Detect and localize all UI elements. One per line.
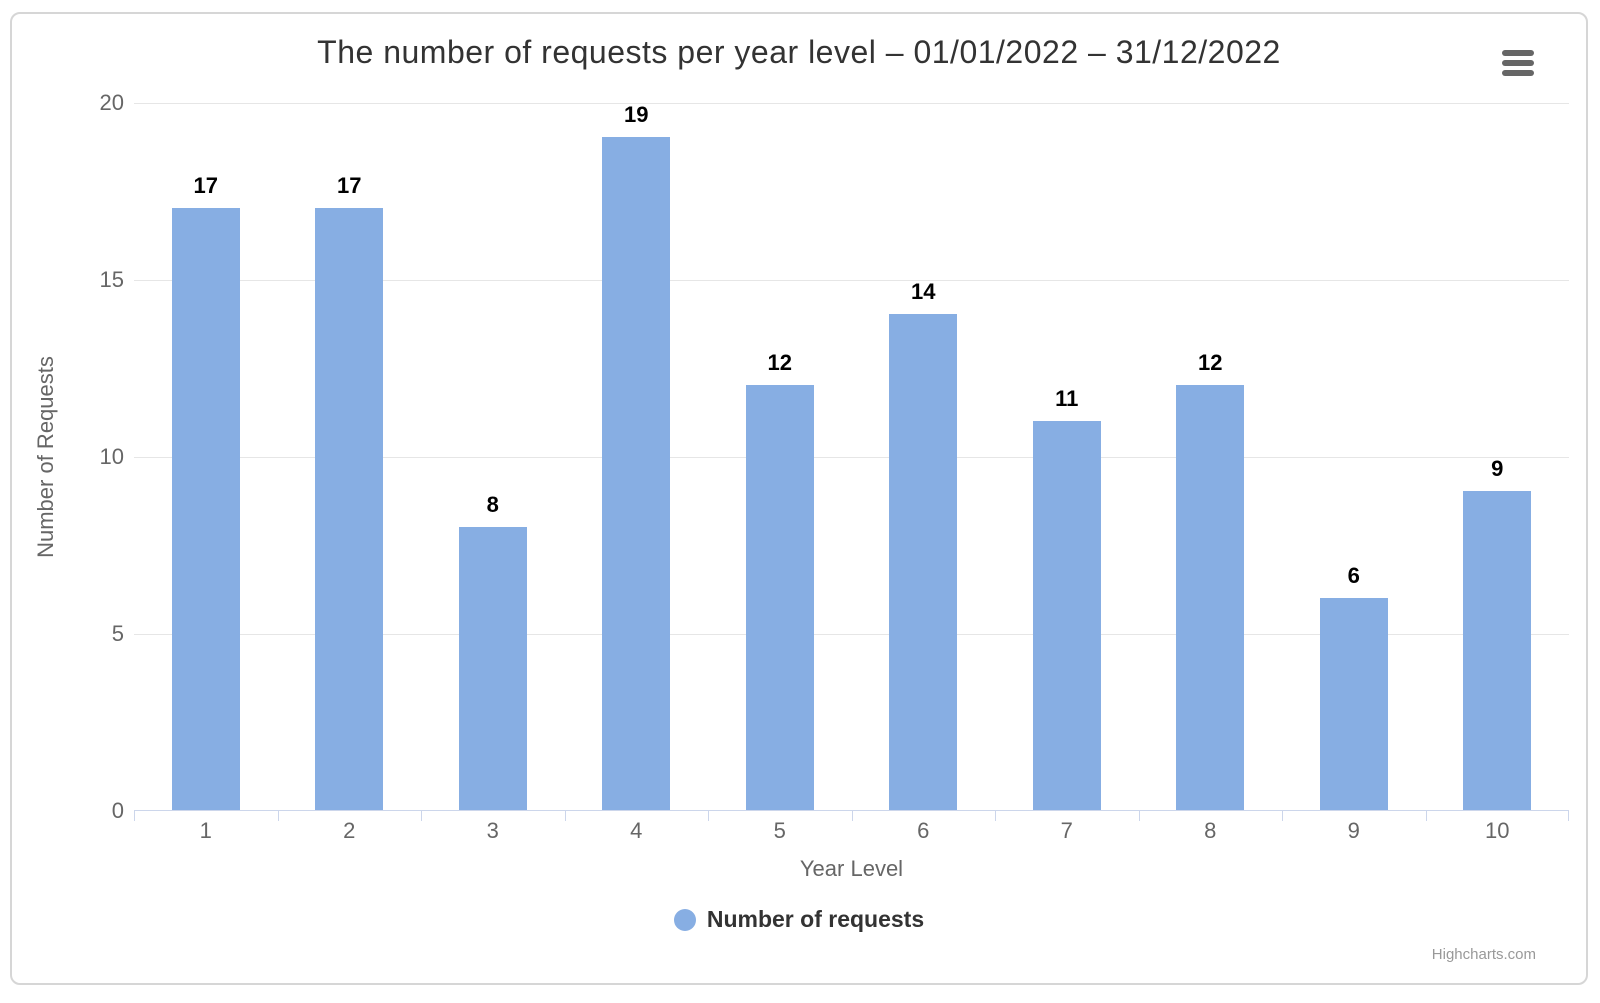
x-tick-mark [995,811,996,821]
plot-area: 17 17 8 19 12 14 11 12 6 9 [134,102,1569,821]
bar-data-label: 9 [1491,456,1504,481]
circle-marker-icon [673,908,696,931]
legend-item[interactable]: Number of requests [12,906,1586,933]
x-axis-title: Year Level [799,856,904,881]
bar[interactable] [1176,385,1245,810]
x-tick-mark [708,811,709,821]
bar[interactable] [1319,598,1388,810]
gridline [134,457,1569,458]
gridline [134,280,1569,281]
bar[interactable] [315,208,384,810]
x-tick-mark [134,811,135,821]
legend-label: Number of requests [706,906,925,932]
hamburger-icon [1502,50,1534,56]
x-tick-mark [565,811,566,821]
bar-data-label: 17 [337,173,362,198]
x-tick-mark [278,811,279,821]
y-tick-label: 5 [111,621,124,646]
x-tick-label: 5 [773,818,786,843]
gridline [134,103,1569,104]
bar-data-label: 6 [1347,563,1360,588]
credits-link[interactable]: Highcharts.com [1431,946,1536,963]
bar[interactable] [1463,491,1532,810]
y-tick-label: 10 [99,444,124,469]
bar[interactable] [458,527,527,810]
x-tick-label: 8 [1204,818,1217,843]
bar-data-label: 8 [486,492,499,517]
x-axis-line [134,810,1569,811]
x-tick-label: 3 [486,818,499,843]
bar-data-label: 11 [1055,386,1079,411]
bar[interactable] [1032,421,1101,810]
x-tick-label: 9 [1347,818,1360,843]
x-tick-mark [1426,811,1427,821]
bar[interactable] [745,385,814,810]
y-tick-label: 20 [99,90,124,115]
bar-data-label: 12 [767,350,792,375]
bar[interactable] [171,208,240,810]
x-tick-label: 2 [343,818,356,843]
x-tick-mark [421,811,422,821]
x-tick-label: 10 [1485,818,1510,843]
x-tick-mark [852,811,853,821]
bar[interactable] [889,314,958,810]
bar-data-label: 12 [1198,350,1223,375]
y-tick-label: 15 [99,267,124,292]
x-tick-mark [1568,811,1569,821]
chart-container: The number of requests per year level – … [10,12,1588,985]
x-tick-mark [1282,811,1283,821]
x-tick-label: 6 [917,818,930,843]
bar[interactable] [602,137,671,810]
x-tick-label: 7 [1060,818,1073,843]
x-tick-label: 4 [630,818,643,843]
bar-data-label: 14 [911,279,936,304]
bar-data-label: 17 [193,173,218,198]
y-tick-label: 0 [111,798,124,823]
x-tick-mark [1139,811,1140,821]
hamburger-icon [1502,70,1534,76]
x-tick-label: 1 [199,818,212,843]
chart-title: The number of requests per year level – … [317,34,1281,70]
hamburger-icon [1502,60,1534,66]
gridline [134,634,1569,635]
export-menu-button[interactable] [1496,44,1540,82]
bar-data-label: 19 [624,102,649,127]
